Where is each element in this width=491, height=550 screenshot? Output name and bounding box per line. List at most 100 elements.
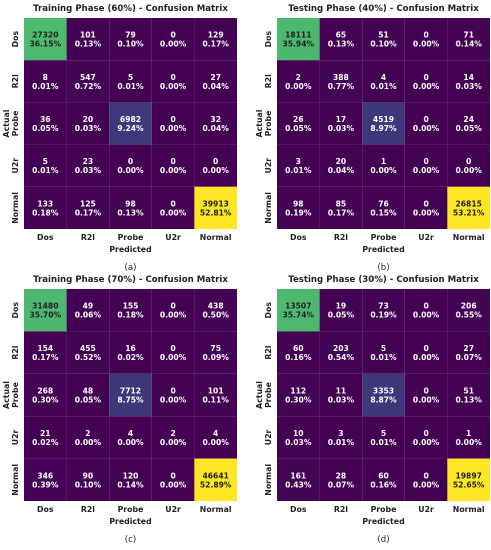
cell-percent-label: 0.17% (203, 40, 230, 49)
cell-count-label: 46641 (202, 471, 228, 480)
y-axis-title: Actual (2, 109, 11, 137)
cell-percent-label: 0.19% (285, 208, 312, 217)
panel-label: (a) (125, 263, 137, 273)
cell-percent-label: 0.03% (75, 124, 102, 133)
cell-count-label: 0 (423, 73, 428, 82)
cell-count-label: 112 (290, 387, 306, 396)
cell-count-label: 31480 (32, 302, 58, 311)
cell-percent-label: 0.01% (370, 438, 397, 447)
cell-count-label: 20 (83, 115, 94, 124)
cell-percent-label: 0.03% (328, 396, 355, 405)
heatmap-cell (277, 144, 320, 187)
cell-count-label: 32 (210, 115, 221, 124)
cell-count-label: 24 (463, 115, 474, 124)
cell-count-label: 0 (170, 31, 175, 40)
heatmap-cell (109, 18, 152, 61)
heatmap-cell (151, 102, 195, 145)
cell-percent-label: 36.15% (29, 40, 61, 49)
heatmap-cell (319, 186, 363, 229)
heatmap-cell (362, 144, 405, 187)
cell-percent-label: 0.19% (370, 311, 397, 320)
cell-count-label: 2 (85, 429, 90, 438)
cell-count-label: 27 (463, 344, 474, 353)
cell-percent-label: 0.10% (117, 40, 144, 49)
cell-percent-label: 0.77% (328, 82, 355, 91)
heatmap-cell (277, 416, 320, 459)
cell-percent-label: 0.00% (413, 166, 440, 175)
cell-percent-label: 0.00% (160, 40, 187, 49)
cell-count-label: 13507 (285, 302, 311, 311)
cell-percent-label: 0.01% (370, 82, 397, 91)
y-axis-title: Actual (255, 109, 264, 137)
cell-percent-label: 0.17% (32, 353, 59, 362)
y-tick-label: Normal (264, 192, 273, 224)
cell-percent-label: 0.11% (203, 396, 230, 405)
heatmap-cell (362, 373, 405, 417)
cell-count-label: 28 (336, 471, 347, 480)
x-tick-label: Dos (290, 233, 307, 242)
cell-count-label: 26815 (455, 199, 481, 208)
y-tick-label: Dos (11, 31, 20, 48)
cell-count-label: 0 (170, 199, 175, 208)
cell-count-label: 6982 (120, 115, 141, 124)
cell-percent-label: 0.07% (456, 353, 483, 362)
cell-count-label: 0 (170, 115, 175, 124)
cell-count-label: 0 (423, 387, 428, 396)
heatmap-cell (277, 289, 320, 332)
heatmap-cell (404, 102, 448, 145)
cell-percent-label: 0.13% (75, 40, 102, 49)
heatmap-cell (319, 458, 363, 501)
cell-count-label: 0 (423, 344, 428, 353)
heatmap-cell (66, 373, 110, 417)
heatmap-cell (194, 373, 237, 417)
heatmap-cell (66, 331, 110, 374)
cell-percent-label: 0.18% (32, 208, 59, 217)
cell-percent-label: 0.52% (75, 353, 102, 362)
x-tick-label: Probe (118, 505, 144, 514)
cell-count-label: 1 (466, 429, 471, 438)
cell-percent-label: 0.04% (203, 82, 230, 91)
panel-title: Testing Phase (30%) - Confusion Matrix (288, 275, 479, 285)
heatmap-cell (447, 373, 490, 417)
heatmap-cell (66, 144, 110, 187)
heatmap-cell (447, 458, 490, 501)
x-tick-label: R2l (81, 233, 95, 242)
cell-percent-label: 0.00% (413, 438, 440, 447)
heatmap-cell (319, 144, 363, 187)
cell-count-label: 51 (378, 31, 389, 40)
panel-label: (d) (377, 535, 389, 545)
heatmap-cell (194, 18, 237, 61)
cell-count-label: 27 (210, 73, 221, 82)
cell-percent-label: 0.16% (285, 353, 312, 362)
cell-percent-label: 0.00% (370, 166, 397, 175)
cell-count-label: 73 (378, 302, 389, 311)
cell-percent-label: 0.72% (75, 82, 102, 91)
cell-count-label: 0 (170, 302, 175, 311)
cell-count-label: 1 (381, 157, 386, 166)
cell-count-label: 155 (123, 302, 139, 311)
cell-count-label: 438 (208, 302, 224, 311)
heatmap-cell (24, 458, 67, 501)
panel-label: (c) (125, 535, 136, 545)
cell-count-label: 11 (336, 387, 347, 396)
y-tick-label: Probe (264, 382, 273, 408)
heatmap-cell (277, 18, 320, 61)
cell-percent-label: 0.13% (117, 208, 144, 217)
y-tick-label: Dos (11, 302, 20, 319)
x-tick-label: U2r (165, 233, 181, 242)
cell-count-label: 0 (423, 429, 428, 438)
confusion-matrix-panel: Training Phase (60%) - Confusion Matrix 2… (2, 4, 237, 273)
x-tick-label: U2r (165, 505, 181, 514)
cell-count-label: 19897 (455, 471, 481, 480)
heatmap-cell (362, 458, 405, 501)
cell-count-label: 75 (210, 344, 221, 353)
heatmap-cell (447, 186, 490, 229)
heatmap-cell (24, 373, 67, 417)
cell-percent-label: 0.00% (160, 124, 187, 133)
cell-percent-label: 0.05% (75, 396, 102, 405)
y-tick-label: R2l (264, 345, 273, 359)
cell-percent-label: 0.14% (117, 480, 144, 489)
heatmap-cell (447, 144, 490, 187)
cell-percent-label: 0.00% (413, 208, 440, 217)
